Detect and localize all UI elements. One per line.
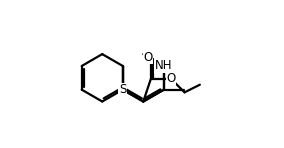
Text: O: O: [166, 72, 176, 85]
Text: S: S: [119, 83, 126, 96]
Text: O: O: [143, 51, 153, 64]
Text: NH: NH: [155, 59, 173, 73]
